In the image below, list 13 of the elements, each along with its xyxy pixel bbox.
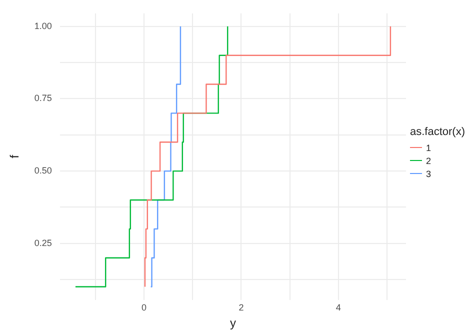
- y-tick-label: 0.50: [34, 166, 52, 176]
- legend-label: 3: [426, 168, 432, 178]
- y-tick-label: 0.25: [34, 238, 52, 248]
- legend-label: 2: [426, 156, 432, 166]
- x-axis-title: y: [230, 316, 236, 330]
- y-axis-title: f: [8, 154, 22, 158]
- y-tick-label: 0.75: [34, 93, 52, 104]
- legend-label: 1: [426, 142, 432, 152]
- y-tick-label: 1.00: [34, 20, 52, 31]
- x-tick-label: 0: [142, 302, 147, 313]
- legend-title: as.factor(x): [410, 126, 466, 138]
- x-tick-label: 2: [238, 302, 244, 313]
- x-tick-label: 4: [336, 302, 341, 313]
